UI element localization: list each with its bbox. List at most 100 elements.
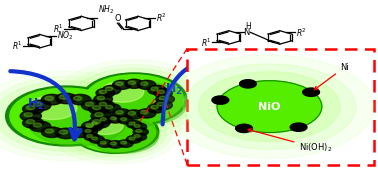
Circle shape: [85, 129, 91, 132]
Circle shape: [121, 118, 127, 121]
Circle shape: [97, 96, 105, 100]
Circle shape: [100, 82, 187, 125]
Circle shape: [151, 87, 158, 91]
Circle shape: [217, 81, 322, 133]
Circle shape: [72, 110, 159, 153]
Circle shape: [92, 122, 98, 125]
Circle shape: [290, 123, 307, 131]
Text: $\mathbf{H_2}$: $\mathbf{H_2}$: [27, 97, 45, 112]
Circle shape: [0, 76, 146, 155]
Circle shape: [88, 117, 123, 134]
Text: O: O: [114, 14, 121, 23]
Circle shape: [23, 104, 44, 114]
Text: N: N: [243, 28, 249, 37]
Circle shape: [88, 104, 110, 114]
Circle shape: [92, 137, 98, 140]
Circle shape: [33, 123, 42, 127]
Circle shape: [105, 105, 113, 109]
Circle shape: [73, 96, 82, 100]
Circle shape: [45, 96, 54, 100]
Circle shape: [28, 97, 127, 146]
Circle shape: [134, 124, 140, 127]
Circle shape: [98, 140, 113, 147]
Circle shape: [98, 116, 113, 124]
Circle shape: [92, 119, 101, 124]
Circle shape: [102, 85, 121, 94]
Circle shape: [33, 102, 42, 106]
Circle shape: [137, 80, 156, 89]
Circle shape: [73, 129, 82, 133]
Circle shape: [154, 88, 172, 98]
Circle shape: [29, 96, 77, 119]
Text: Ni(OH)$_2$: Ni(OH)$_2$: [248, 129, 333, 154]
Circle shape: [24, 113, 33, 117]
Bar: [187, 49, 374, 165]
Circle shape: [75, 112, 156, 152]
Circle shape: [156, 95, 174, 104]
Circle shape: [108, 141, 123, 148]
Circle shape: [20, 111, 41, 121]
Circle shape: [58, 103, 173, 160]
Circle shape: [235, 124, 253, 133]
Circle shape: [6, 86, 127, 146]
Circle shape: [132, 133, 147, 141]
Text: Ni: Ni: [314, 62, 349, 90]
Circle shape: [105, 87, 113, 91]
Circle shape: [89, 121, 104, 128]
Circle shape: [82, 128, 98, 136]
Circle shape: [100, 141, 106, 144]
Circle shape: [159, 96, 167, 100]
Circle shape: [87, 124, 93, 127]
Circle shape: [113, 80, 131, 89]
Circle shape: [84, 123, 99, 131]
Circle shape: [85, 102, 94, 106]
Circle shape: [101, 81, 144, 102]
Circle shape: [136, 129, 142, 132]
Circle shape: [45, 129, 54, 133]
Circle shape: [84, 133, 99, 141]
Circle shape: [141, 82, 148, 85]
FancyArrowPatch shape: [163, 53, 219, 124]
Circle shape: [42, 94, 63, 105]
Text: $R^2$: $R^2$: [296, 26, 307, 39]
Circle shape: [126, 136, 141, 143]
Circle shape: [129, 122, 135, 125]
Circle shape: [85, 123, 94, 127]
Circle shape: [121, 141, 127, 144]
Circle shape: [88, 118, 110, 128]
Circle shape: [126, 121, 141, 128]
Circle shape: [116, 111, 123, 114]
Circle shape: [110, 117, 116, 120]
Text: NiO: NiO: [258, 102, 280, 112]
Circle shape: [113, 109, 131, 118]
Circle shape: [154, 101, 172, 110]
Circle shape: [134, 134, 140, 137]
Circle shape: [42, 127, 63, 137]
Text: $R^1$: $R^1$: [201, 36, 211, 49]
Circle shape: [240, 80, 256, 88]
Circle shape: [70, 94, 91, 105]
Circle shape: [94, 95, 113, 104]
Circle shape: [87, 134, 93, 137]
Circle shape: [183, 64, 356, 149]
Circle shape: [125, 79, 143, 88]
Text: $\mathbf{H_2}$: $\mathbf{H_2}$: [165, 82, 183, 97]
Circle shape: [96, 88, 115, 98]
Circle shape: [94, 113, 103, 117]
Circle shape: [92, 105, 101, 110]
Circle shape: [87, 118, 159, 153]
Circle shape: [82, 100, 103, 111]
Circle shape: [100, 118, 106, 121]
Circle shape: [81, 73, 187, 125]
Circle shape: [116, 82, 123, 85]
Circle shape: [26, 105, 35, 110]
Text: $R^1$: $R^1$: [12, 40, 22, 52]
Circle shape: [70, 127, 91, 137]
Circle shape: [99, 90, 107, 94]
Circle shape: [141, 111, 148, 114]
Circle shape: [151, 105, 158, 109]
Circle shape: [148, 85, 166, 94]
Circle shape: [118, 116, 133, 124]
Circle shape: [133, 128, 148, 136]
Circle shape: [132, 123, 147, 131]
